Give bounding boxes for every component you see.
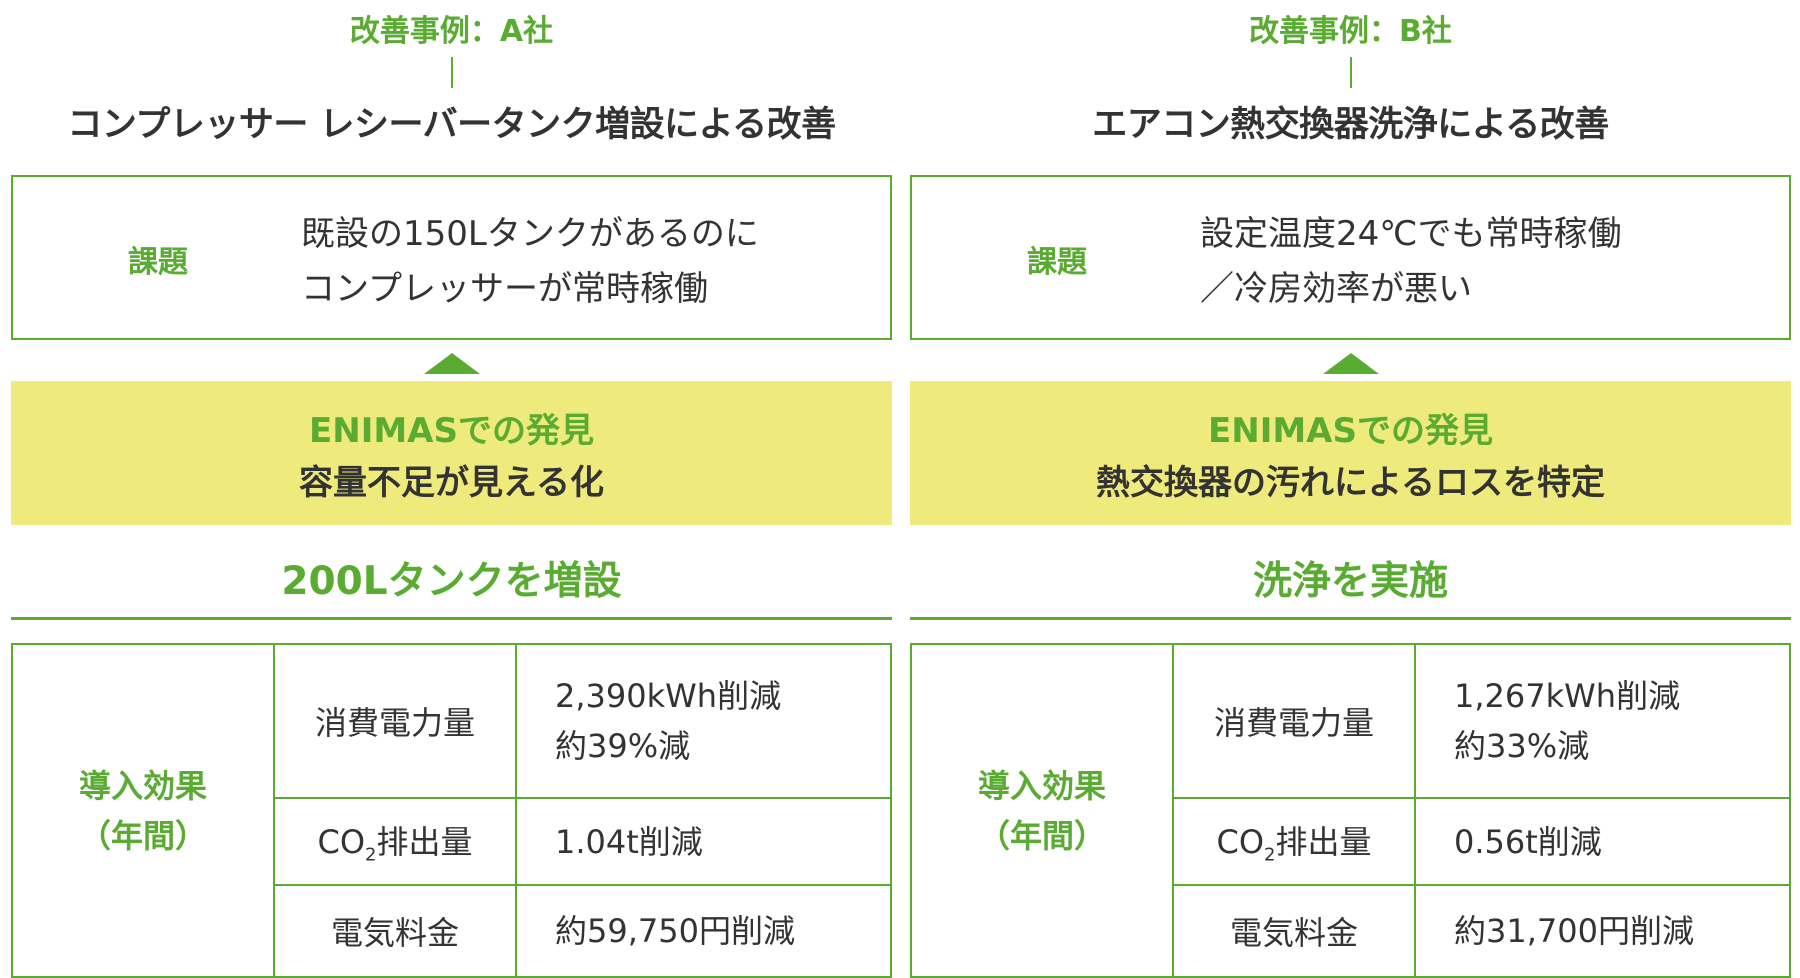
case-panel: 改善事例：B社 エアコン熱交換器洗浄による改善 課題 設定温度24℃でも常時稼働… xyxy=(910,0,1791,978)
arrow-up-icon xyxy=(424,353,480,374)
issue-line: ／冷房効率が悪い xyxy=(1200,269,1472,309)
issue-text: 既設の150Lタンクがあるのに コンプレッサーが常時稼働 xyxy=(301,207,759,317)
divider xyxy=(910,617,1791,620)
item-suffix: 排出量 xyxy=(1275,823,1372,862)
case-label: 改善事例：B社 xyxy=(1249,14,1452,49)
table-row: CO2排出量 0.56t削減 xyxy=(911,797,1791,886)
effect-table: 導入効果 （年間） 消費電力量 2,390kWh削減 約39%減 CO2排出量 … xyxy=(11,643,892,978)
table-row: 導入効果 （年間） 消費電力量 2,390kWh削減 約39%減 xyxy=(11,643,892,978)
finding-heading: ENIMASでの発見 xyxy=(309,411,594,451)
item-cell: CO2排出量 xyxy=(273,797,517,886)
effect-table: 導入効果 （年間） 消費電力量 1,267kWh削減 約33%減 CO2排出量 … xyxy=(910,643,1791,978)
item-subscript: 2 xyxy=(1264,844,1276,866)
action-heading: 洗浄を実施 xyxy=(1252,559,1448,604)
item-cell: CO2排出量 xyxy=(1172,797,1416,886)
value-line: 約33%減 xyxy=(1454,727,1590,765)
effect-label: 導入効果 （年間） xyxy=(910,643,1174,978)
item-cell: 消費電力量 xyxy=(273,643,517,799)
item-cell: 電気料金 xyxy=(273,884,517,978)
issue-text: 設定温度24℃でも常時稼働 ／冷房効率が悪い xyxy=(1200,207,1621,317)
finding-text: 熱交換器の汚れによるロスを特定 xyxy=(1096,463,1605,503)
effect-label-line: （年間） xyxy=(78,816,207,855)
item-prefix: CO xyxy=(1216,823,1265,862)
table-row: CO2排出量 1.04t削減 xyxy=(12,797,892,886)
value-line: 1,267kWh削減 xyxy=(1454,677,1681,715)
value-cell: 1,267kWh削減 約33%減 xyxy=(1414,643,1791,799)
effect-label-line: 導入効果 xyxy=(977,766,1106,805)
finding-text: 容量不足が見える化 xyxy=(299,463,604,503)
table-row: 電気料金 約31,700円削減 xyxy=(911,884,1791,978)
item-suffix: 排出量 xyxy=(376,823,473,862)
case-panel: 改善事例：A社 コンプレッサー レシーバータンク増設による改善 課題 既設の15… xyxy=(11,0,892,978)
issue-box: 課題 既設の150Lタンクがあるのに コンプレッサーが常時稼働 xyxy=(11,175,892,340)
effect-label-line: （年間） xyxy=(977,816,1106,855)
effect-label: 導入効果 （年間） xyxy=(11,643,275,978)
item-subscript: 2 xyxy=(365,844,377,866)
item-prefix: CO xyxy=(317,823,366,862)
arrow-up-icon xyxy=(1323,353,1379,374)
issue-line: 既設の150Lタンクがあるのに xyxy=(301,214,759,254)
value-line: 2,390kWh削減 xyxy=(555,677,782,715)
value-cell: 約59,750円削減 xyxy=(515,884,892,978)
issue-line: コンプレッサーが常時稼働 xyxy=(301,269,708,309)
issue-line: 設定温度24℃でも常時稼働 xyxy=(1200,214,1622,254)
item-cell: 電気料金 xyxy=(1172,884,1416,978)
effect-label-line: 導入効果 xyxy=(78,766,207,805)
value-cell: 1.04t削減 xyxy=(515,797,892,886)
value-cell: 2,390kWh削減 約39%減 xyxy=(515,643,892,799)
finding-box: ENIMASでの発見 熱交換器の汚れによるロスを特定 xyxy=(910,381,1791,525)
case-label: 改善事例：A社 xyxy=(349,14,554,49)
action-heading: 200Lタンクを増設 xyxy=(281,559,622,604)
item-cell: 消費電力量 xyxy=(1172,643,1416,799)
table-row: 導入効果 （年間） 消費電力量 1,267kWh削減 約33%減 xyxy=(910,643,1791,978)
finding-heading: ENIMASでの発見 xyxy=(1208,411,1493,451)
case-title: エアコン熱交換器洗浄による改善 xyxy=(1092,105,1609,145)
issue-label: 課題 xyxy=(128,245,188,280)
connector-line xyxy=(1350,57,1352,88)
value-cell: 約31,700円削減 xyxy=(1414,884,1791,978)
table-row: 電気料金 約59,750円削減 xyxy=(12,884,892,978)
connector-line xyxy=(451,57,453,88)
case-title: コンプレッサー レシーバータンク増設による改善 xyxy=(67,105,836,145)
value-cell: 0.56t削減 xyxy=(1414,797,1791,886)
divider xyxy=(11,617,892,620)
issue-label: 課題 xyxy=(1027,245,1087,280)
issue-box: 課題 設定温度24℃でも常時稼働 ／冷房効率が悪い xyxy=(910,175,1791,340)
finding-box: ENIMASでの発見 容量不足が見える化 xyxy=(11,381,892,525)
value-line: 約39%減 xyxy=(555,727,691,765)
